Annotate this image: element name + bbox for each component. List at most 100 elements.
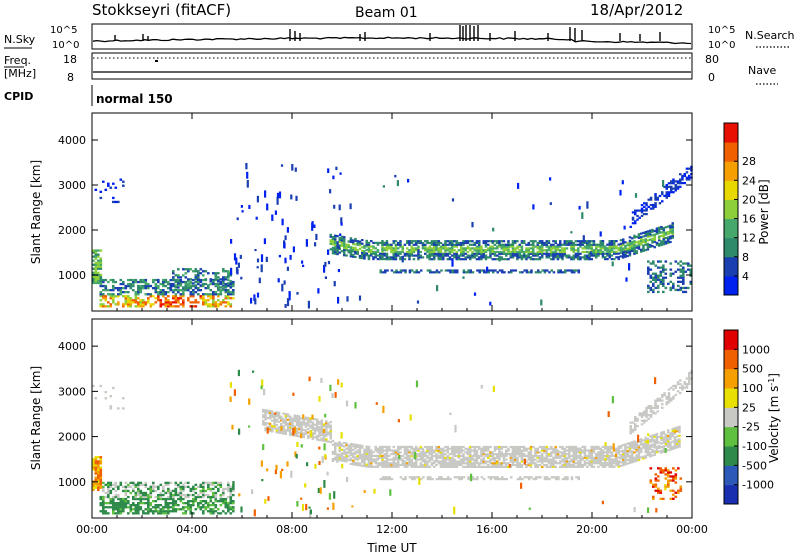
range-gate-cell	[104, 397, 108, 400]
range-gate-cell	[331, 246, 335, 249]
range-gate-cell	[107, 289, 110, 292]
range-gate-cell	[349, 237, 353, 240]
range-gate-cell	[229, 382, 232, 388]
range-gate-cell	[610, 458, 614, 461]
range-gate-cell	[617, 456, 620, 459]
range-gate-cell	[382, 185, 385, 188]
range-gate-cell	[679, 288, 683, 292]
range-gate-cell	[214, 301, 218, 304]
range-gate-cell	[134, 297, 138, 300]
range-gate-cell	[255, 216, 258, 220]
range-gate-cell	[426, 449, 429, 452]
range-gate-cell	[426, 462, 429, 465]
range-gate-cell	[633, 234, 636, 237]
range-gate-cell	[104, 491, 108, 495]
range-gate-cell	[466, 453, 470, 456]
range-gate-cell	[399, 258, 402, 261]
range-gate-cell	[174, 295, 178, 298]
range-gate-cell	[631, 450, 634, 453]
range-gate-cell	[385, 465, 389, 468]
range-gate-cell	[446, 243, 449, 246]
range-gate-cell	[613, 252, 616, 255]
range-gate-cell	[478, 247, 481, 250]
range-gate-cell	[376, 243, 380, 246]
range-gate-cell	[493, 460, 497, 463]
range-gate-cell	[289, 254, 292, 260]
range-gate-cell	[318, 435, 321, 438]
range-gate-cell	[667, 429, 670, 432]
range-gate-cell	[97, 464, 100, 467]
range-gate-cell	[304, 425, 308, 428]
range-gate-cell	[653, 237, 656, 240]
range-gate-cell	[604, 245, 607, 248]
range-gate-cell	[144, 280, 148, 284]
range-gate-cell	[296, 292, 299, 295]
range-gate-cell	[628, 252, 632, 255]
range-gate-cell	[334, 442, 337, 445]
range-gate-cell	[682, 266, 685, 269]
range-gate-cell	[491, 250, 494, 254]
range-gate-cell	[94, 261, 98, 264]
range-gate-cell	[622, 238, 625, 241]
range-gate-cell	[424, 460, 427, 463]
range-gate-cell	[464, 247, 467, 250]
range-gate-cell	[426, 465, 429, 468]
range-gate-cell	[671, 429, 674, 432]
range-gate-cell	[547, 252, 551, 255]
range-gate-cell	[619, 189, 622, 196]
range-gate-cell	[304, 431, 308, 434]
range-gate-cell	[669, 274, 673, 277]
range-gate-cell	[97, 480, 100, 483]
range-gate-cell	[474, 478, 477, 481]
range-gate-cell	[617, 257, 620, 261]
range-gate-cell	[664, 240, 668, 243]
range-gate-cell	[570, 458, 573, 461]
range-gate-cell	[408, 250, 411, 254]
range-gate-cell	[428, 249, 431, 252]
range-gate-cell	[617, 243, 620, 246]
range-gate-cell	[340, 235, 344, 238]
range-gate-cell	[142, 483, 145, 486]
range-gate-cell	[520, 445, 524, 449]
range-gate-cell	[365, 450, 368, 454]
range-gate-cell	[284, 257, 287, 264]
range-gate-cell	[410, 247, 413, 250]
range-gate-cell	[277, 415, 281, 418]
range-gate-cell	[309, 419, 312, 422]
range-gate-cell	[182, 305, 185, 308]
range-gate-cell	[399, 250, 402, 254]
range-gate-cell	[358, 455, 362, 458]
range-gate-cell	[334, 245, 337, 248]
range-gate-cell	[322, 437, 326, 441]
range-gate-cell	[628, 447, 632, 450]
range-gate-cell	[649, 481, 653, 484]
range-gate-cell	[469, 249, 472, 252]
range-gate-cell	[437, 462, 440, 465]
range-gate-cell	[574, 254, 578, 257]
range-gate-cell	[507, 249, 510, 252]
range-gate-cell	[681, 388, 684, 391]
range-gate-cell	[623, 225, 626, 230]
range-gate-cell	[685, 377, 689, 380]
range-gate-cell	[516, 462, 519, 465]
range-gate-cell	[437, 250, 440, 254]
range-gate-cell	[559, 269, 562, 272]
range-gate-cell	[99, 470, 103, 473]
range-gate-cell	[293, 432, 296, 435]
range-gate-cell	[658, 242, 661, 245]
range-gate-cell	[381, 240, 384, 243]
range-gate-cell	[313, 429, 317, 432]
range-gate-cell	[676, 435, 679, 438]
range-gate-cell	[204, 489, 208, 493]
range-gate-cell	[162, 512, 165, 515]
range-gate-cell	[448, 465, 452, 468]
range-gate-cell	[343, 248, 346, 251]
range-gate-cell	[579, 240, 582, 243]
range-gate-cell	[385, 241, 389, 245]
range-gate-cell	[554, 240, 557, 243]
range-gate-cell	[586, 456, 589, 459]
range-gate-cell	[610, 258, 614, 261]
range-gate-cell	[399, 458, 402, 461]
range-gate-cell	[329, 189, 332, 194]
range-gate-cell	[144, 495, 148, 499]
